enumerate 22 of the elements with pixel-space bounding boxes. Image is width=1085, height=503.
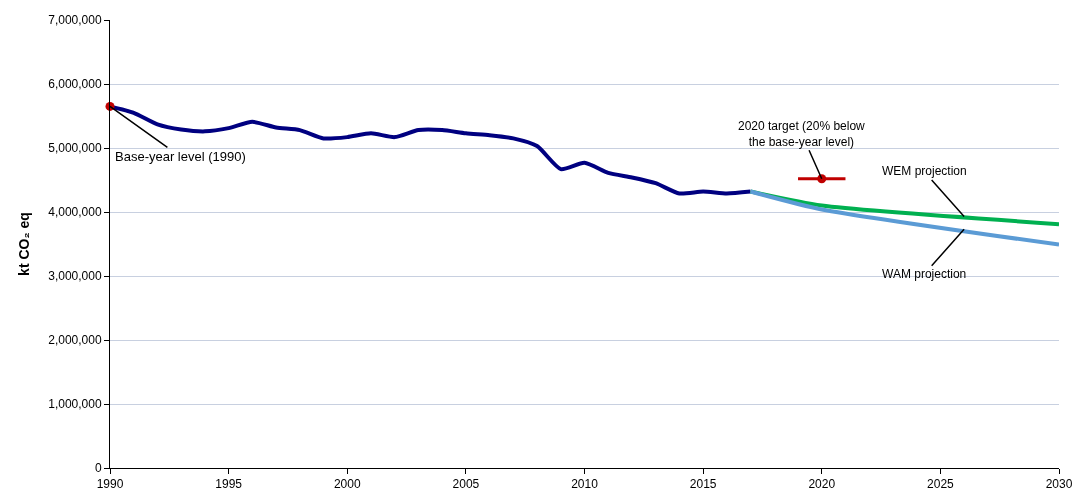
y-tick-label: 7,000,000 <box>48 13 102 28</box>
x-tick-label: 2025 <box>927 477 955 492</box>
y-tick-label: 3,000,000 <box>48 269 102 284</box>
x-tick-label: 1990 <box>96 477 124 492</box>
y-tick-label: 4,000,000 <box>48 205 102 220</box>
annotation: WEM projection <box>882 164 967 178</box>
x-tick-label: 2030 <box>1045 477 1073 492</box>
x-tick-label: 2000 <box>333 477 361 492</box>
x-tick-label: 2005 <box>452 477 480 492</box>
x-tick-label: 1995 <box>215 477 243 492</box>
annotation: Base-year level (1990) <box>115 149 246 164</box>
y-tick-label: 2,000,000 <box>48 333 102 348</box>
x-tick-label: 2010 <box>571 477 599 492</box>
y-tick-label: 0 <box>94 461 102 476</box>
y-tick-label: 6,000,000 <box>48 77 102 92</box>
y-tick-label: 1,000,000 <box>48 397 102 412</box>
annotation: WAM projection <box>882 267 967 281</box>
x-tick-label: 2015 <box>689 477 717 492</box>
annotation: 2020 target (20% below the base-year level) <box>738 119 866 149</box>
x-tick-label: 2020 <box>808 477 836 492</box>
y-tick-label: 5,000,000 <box>48 141 102 156</box>
y-axis-title: kt CO₂ eq <box>15 212 32 276</box>
